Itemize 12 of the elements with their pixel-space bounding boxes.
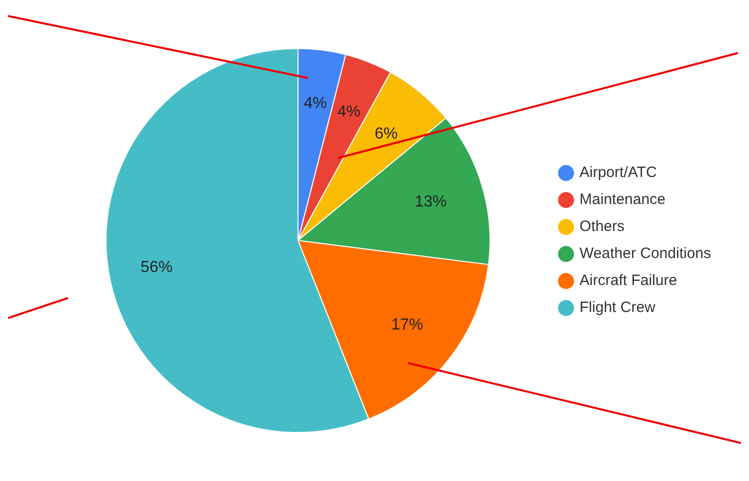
data-label: 17% [391,316,424,334]
legend-label: Weather Conditions [580,245,712,262]
data-label: 13% [414,193,447,210]
legend-label: Others [580,218,625,236]
legend-label: Airport/ATC [580,164,657,182]
data-label: 6% [374,125,398,142]
data-label: 4% [337,103,360,120]
legend-label: Maintenance [580,191,666,208]
legend-label: Aircraft Failure [580,272,678,290]
data-label: 4% [304,94,327,112]
data-label: 56% [140,258,173,276]
legend-label: Flight Crew [580,299,656,316]
